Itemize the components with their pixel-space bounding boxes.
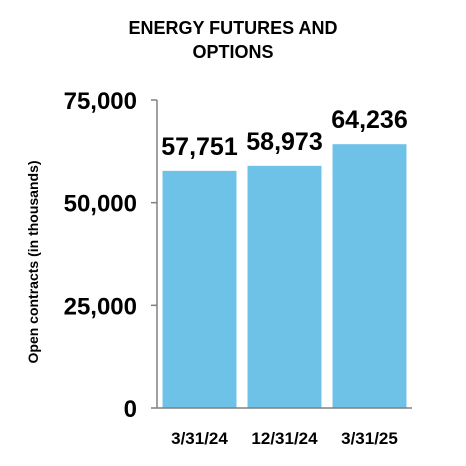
chart-title-line-2: OPTIONS (192, 42, 273, 62)
data-label: 64,236 (331, 106, 407, 134)
data-label: 58,973 (246, 128, 322, 156)
x-tick-label: 3/31/25 (341, 429, 398, 448)
chart-title-line-1: ENERGY FUTURES AND (128, 18, 337, 38)
y-tick-label: 50,000 (64, 191, 137, 218)
y-tick-label: 75,000 (64, 88, 137, 115)
bar-3-31-25 (332, 144, 407, 408)
y-tick-label: 0 (124, 396, 137, 423)
bar-12-31-24 (247, 165, 322, 408)
y-ticks-group: 0 25,000 50,000 75,000 (64, 88, 157, 423)
y-tick-label: 25,000 (64, 293, 137, 320)
bar-3-31-24 (162, 170, 237, 408)
data-labels-group: 57,751 58,973 64,236 (161, 106, 407, 161)
x-tick-label: 3/31/24 (171, 429, 228, 448)
x-ticks-group: 3/31/24 12/31/24 3/31/25 (171, 429, 398, 448)
x-tick-label: 12/31/24 (251, 429, 318, 448)
bars-group (162, 144, 407, 408)
chart-title: ENERGY FUTURES AND OPTIONS (128, 18, 337, 62)
data-label: 57,751 (161, 133, 238, 161)
y-axis-label: Open contracts (in thousands) (25, 160, 41, 363)
